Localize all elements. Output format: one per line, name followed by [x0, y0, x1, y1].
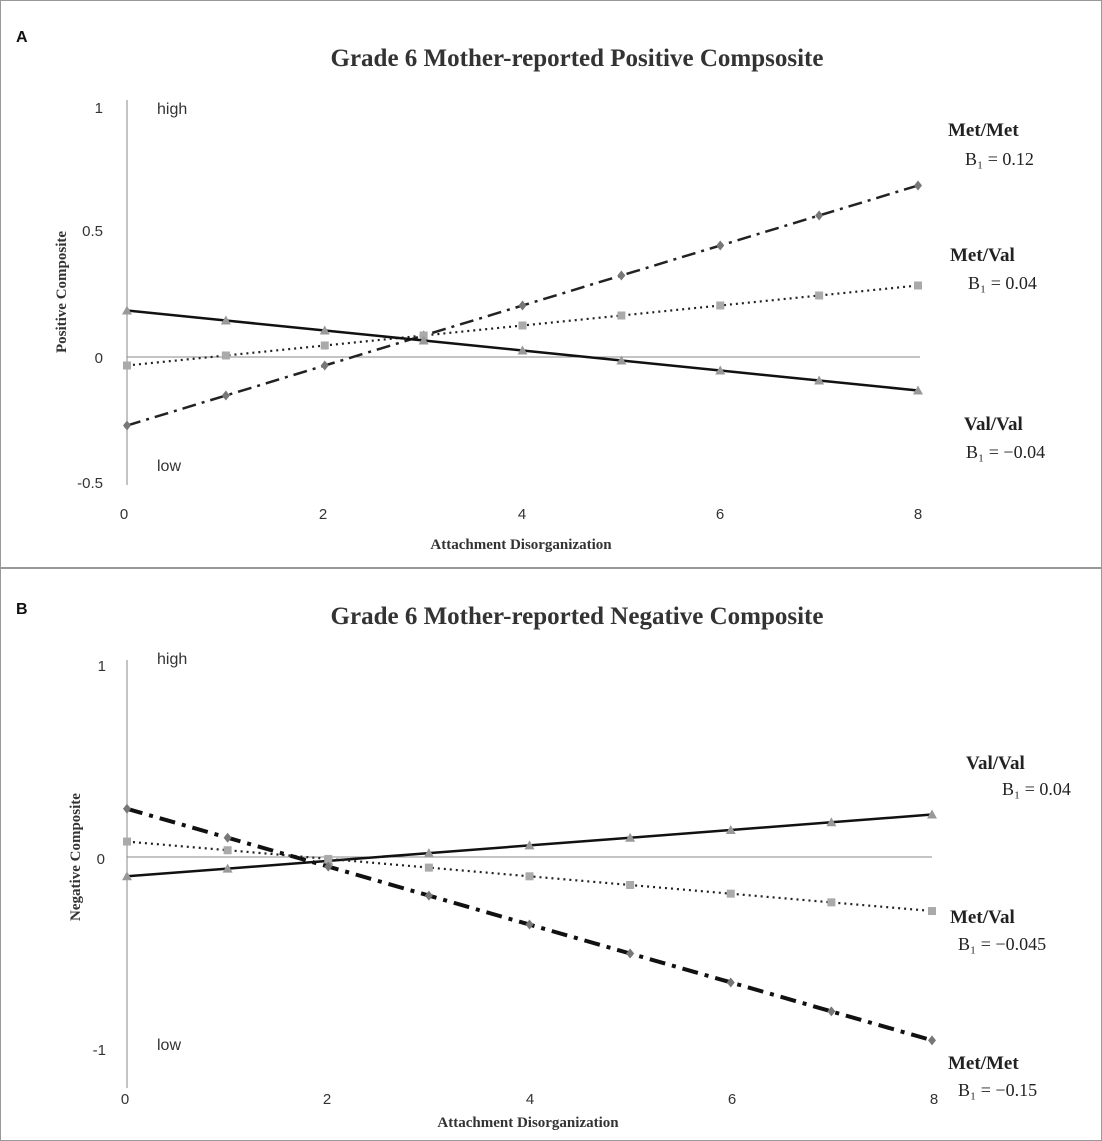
chart-b-xtick: 4 — [526, 1091, 534, 1108]
chart-b-data-point — [827, 898, 836, 907]
chart-b-data-point — [927, 809, 937, 819]
chart-a-data-point — [815, 210, 824, 221]
chart-a-data-point — [418, 335, 429, 345]
chart-b-series-coef: B₁ = −0.15 — [958, 1080, 1037, 1100]
chart-b-data-point — [324, 854, 333, 863]
chart-a-data-point — [518, 321, 527, 330]
chart-a-series-coef: B₁ = 0.04 — [968, 273, 1037, 293]
chart-a-data-point — [319, 325, 330, 335]
chart-b-data-point — [324, 861, 333, 872]
chart-b-data-point — [726, 977, 735, 988]
chart-b-xtick: 2 — [323, 1091, 331, 1108]
chart-b-data-point — [122, 871, 132, 881]
chart-b-series-label: Val/Val — [966, 753, 1025, 774]
chart-a-low-label: low — [157, 458, 181, 475]
chart-a-data-point — [914, 281, 922, 290]
chart-a-data-point — [518, 300, 527, 311]
chart-a-xtick: 4 — [518, 506, 526, 523]
chart-b-series-label: Met/Met — [948, 1053, 1019, 1074]
chart-a-data-point — [123, 361, 131, 370]
panel-letter-b: B — [16, 601, 28, 618]
chart-b-title: Grade 6 Mother-reported Negative Composi… — [331, 603, 824, 630]
chart-b-data-point — [928, 907, 936, 916]
chart-a-data-point — [913, 385, 923, 395]
chart-a-ytick: 1 — [95, 100, 103, 117]
chart-b-xtick: 8 — [930, 1091, 938, 1108]
chart-a-x-label: Attachment Disorganization — [430, 537, 612, 553]
chart-a-ytick: 0 — [95, 350, 103, 367]
chart-b-data-point — [725, 824, 736, 834]
chart-b-xtick: 0 — [121, 1091, 129, 1108]
chart-a-data-point — [517, 345, 528, 355]
chart-a-data-point — [815, 291, 824, 300]
chart-b-data-point — [525, 872, 534, 881]
chart-b-data-point — [223, 832, 232, 843]
chart-b-data-point — [928, 1035, 936, 1046]
chart-b-ytick: -1 — [93, 1042, 106, 1059]
chart-b-data-point — [222, 863, 233, 873]
chart-b-low-label: low — [157, 1037, 181, 1054]
chart-b-data-point — [424, 890, 433, 901]
panel-letter-a: A — [16, 29, 28, 46]
chart-b-series-label: Met/Val — [950, 907, 1015, 928]
chart-b-data-point — [223, 846, 232, 855]
chart-a-data-point — [616, 355, 627, 365]
chart-a-series-label: Met/Val — [950, 245, 1015, 266]
chart-a-ytick: -0.5 — [77, 475, 103, 492]
chart-b-data-point — [424, 863, 433, 872]
chart-a-data-point — [715, 365, 726, 375]
chart-b-ytick: 0 — [97, 851, 105, 868]
chart-a-data-point — [221, 351, 230, 360]
chart-a-series-group — [122, 180, 923, 431]
chart-a-data-point — [220, 315, 231, 325]
chart-a-series-label: Met/Met — [948, 120, 1019, 141]
panel-a-border — [0, 0, 1102, 568]
chart-a-data-point — [320, 341, 329, 350]
chart-a-y-label: Positive Composite — [54, 231, 70, 353]
chart-b-high-label: high — [157, 651, 187, 668]
chart-a-xtick: 6 — [716, 506, 724, 523]
chart-a-data-point — [320, 360, 329, 371]
chart-a-xtick: 2 — [319, 506, 327, 523]
chart-b-y-label: Negative Composite — [68, 793, 84, 921]
chart-b-data-point — [524, 840, 535, 850]
chart-a-svg: A Grade 6 Mother-reported Positive Comps… — [0, 0, 1102, 568]
chart-a-data-point — [617, 270, 626, 281]
chart-b-data-point — [123, 837, 131, 846]
chart-b-x-label: Attachment Disorganization — [437, 1115, 619, 1131]
chart-b-series-coef: B₁ = −0.045 — [958, 934, 1046, 954]
chart-b-xtick: 6 — [728, 1091, 736, 1108]
chart-b-data-point — [626, 880, 635, 889]
chart-a-data-point — [914, 180, 922, 191]
chart-b-data-point — [826, 817, 837, 827]
chart-a-series-coef: B₁ = 0.12 — [965, 149, 1034, 169]
panel-b: B Grade 6 Mother-reported Negative Compo… — [0, 568, 1102, 1141]
chart-a-xtick: 8 — [914, 506, 922, 523]
chart-a-series-label: Val/Val — [964, 414, 1023, 435]
chart-b-data-point — [423, 848, 434, 858]
chart-a-high-label: high — [157, 101, 187, 118]
chart-b-ytick: 1 — [98, 658, 106, 675]
chart-a-data-point — [122, 305, 132, 315]
chart-a-ytick: 0.5 — [82, 223, 103, 240]
chart-b-data-point — [625, 832, 636, 842]
chart-b-data-point — [123, 803, 131, 814]
chart-b-data-point — [726, 889, 735, 898]
chart-b-data-point — [827, 1006, 836, 1017]
chart-a-data-point — [123, 420, 131, 431]
chart-b-svg: B Grade 6 Mother-reported Negative Compo… — [0, 568, 1102, 1141]
chart-b-series-coef: B₁ = 0.04 — [1002, 779, 1071, 799]
chart-a-series-coef: B₁ = −0.04 — [966, 442, 1045, 462]
chart-a-data-point — [716, 301, 725, 310]
chart-a-data-point — [617, 311, 626, 320]
chart-b-series-group — [122, 803, 937, 1046]
chart-a-xtick: 0 — [120, 506, 128, 523]
chart-a-data-point — [716, 240, 725, 251]
chart-b-data-point — [626, 948, 635, 959]
panel-a: A Grade 6 Mother-reported Positive Comps… — [0, 0, 1102, 568]
chart-a-title: Grade 6 Mother-reported Positive Compsos… — [331, 45, 824, 72]
chart-a-data-point — [221, 390, 230, 401]
chart-b-data-point — [525, 919, 534, 930]
chart-a-data-point — [814, 375, 825, 385]
